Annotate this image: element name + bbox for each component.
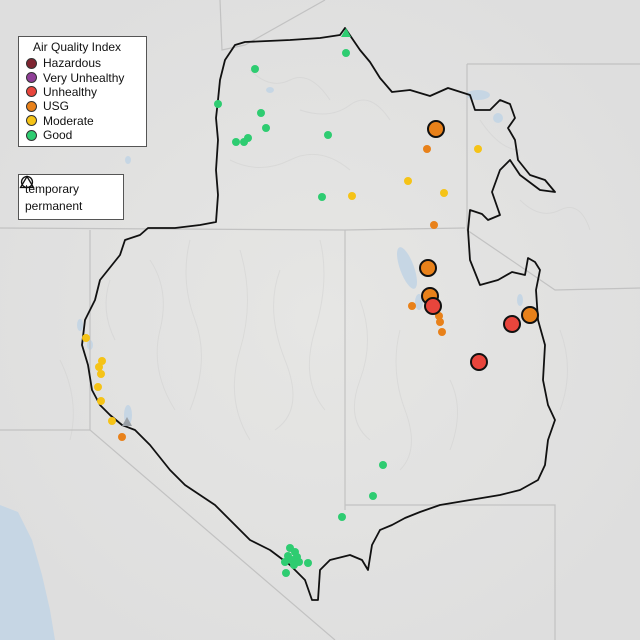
monitor-marker-good[interactable] xyxy=(262,124,270,132)
monitor-marker-unhealthy[interactable] xyxy=(424,297,442,315)
legend-item-temporary: temporary xyxy=(20,175,117,197)
monitor-marker-moderate[interactable] xyxy=(440,189,448,197)
legend-label-temporary: temporary xyxy=(25,181,80,196)
monitor-marker-good[interactable] xyxy=(232,138,240,146)
monitor-marker-usg[interactable] xyxy=(427,120,445,138)
legend-swatch xyxy=(26,129,37,141)
legend-title: Air Quality Index xyxy=(33,40,122,54)
legend-item-good: Good xyxy=(25,128,140,142)
monitor-marker-usg[interactable] xyxy=(118,433,126,441)
monitor-marker-moderate[interactable] xyxy=(348,192,356,200)
legend-item-very-unhealthy: Very Unhealthy xyxy=(25,70,140,85)
monitor-marker-good[interactable] xyxy=(318,193,326,201)
monitor-marker-good[interactable] xyxy=(282,569,290,577)
ocean xyxy=(0,505,55,640)
monitor-marker-usg[interactable] xyxy=(438,328,446,336)
monitor-marker-good[interactable] xyxy=(290,561,298,569)
monitor-marker-good[interactable] xyxy=(257,109,265,117)
legend-label: Very Unhealthy xyxy=(43,70,125,85)
monitor-marker-good[interactable] xyxy=(214,100,222,108)
permanent-monitor-marker[interactable] xyxy=(122,417,132,426)
triangle-icon xyxy=(19,175,35,189)
monitor-marker-good[interactable] xyxy=(369,492,377,500)
permanent-monitor-marker[interactable] xyxy=(341,28,351,37)
legend-item-hazardous: Hazardous xyxy=(25,56,140,70)
monitor-marker-usg[interactable] xyxy=(430,221,438,229)
monitor-marker-moderate[interactable] xyxy=(474,145,482,153)
legend-swatch xyxy=(26,57,37,69)
legend-item-moderate: Moderate xyxy=(25,114,140,128)
monitor-marker-moderate[interactable] xyxy=(97,397,105,405)
aqi-legend: Air Quality Index Hazardous Very Unhealth… xyxy=(18,36,147,148)
monitor-marker-moderate[interactable] xyxy=(98,357,106,365)
monitor-marker-good[interactable] xyxy=(379,461,387,469)
monitor-marker-usg[interactable] xyxy=(423,145,431,153)
lakes xyxy=(77,87,523,425)
monitor-marker-usg[interactable] xyxy=(419,259,437,277)
monitor-type-legend: temporary permanent xyxy=(18,174,124,220)
monitor-marker-usg[interactable] xyxy=(408,302,416,310)
monitor-marker-unhealthy[interactable] xyxy=(503,315,521,333)
legend-swatch xyxy=(26,86,37,98)
legend-label: Moderate xyxy=(43,113,94,128)
legend-label: Hazardous xyxy=(43,56,102,71)
monitor-marker-moderate[interactable] xyxy=(404,177,412,185)
monitor-marker-usg[interactable] xyxy=(521,306,539,324)
legend-label-permanent: permanent xyxy=(25,198,83,213)
legend-swatch xyxy=(26,72,37,84)
monitor-marker-good[interactable] xyxy=(281,558,289,566)
monitor-marker-good[interactable] xyxy=(240,138,248,146)
terrain-relief xyxy=(59,69,591,471)
monitor-marker-moderate[interactable] xyxy=(108,417,116,425)
monitor-marker-moderate[interactable] xyxy=(95,363,103,371)
legend-label: USG xyxy=(43,99,70,114)
monitor-marker-moderate[interactable] xyxy=(97,370,105,378)
monitor-marker-moderate[interactable] xyxy=(82,334,90,342)
legend-swatch xyxy=(26,100,37,112)
legend-item-unhealthy: Unhealthy xyxy=(25,85,140,99)
monitor-marker-good[interactable] xyxy=(342,49,350,57)
monitor-marker-moderate[interactable] xyxy=(94,383,102,391)
monitor-marker-good[interactable] xyxy=(251,65,259,73)
legend-item-permanent: permanent xyxy=(19,175,117,214)
monitor-marker-good[interactable] xyxy=(338,513,346,521)
legend-item-usg: USG xyxy=(25,99,140,113)
legend-label: Unhealthy xyxy=(43,84,98,99)
monitor-marker-unhealthy[interactable] xyxy=(470,353,488,371)
monitor-markers xyxy=(82,28,539,577)
legend-swatch xyxy=(26,115,37,127)
monitor-marker-good[interactable] xyxy=(304,559,312,567)
region-boundary xyxy=(81,27,556,601)
monitor-marker-good[interactable] xyxy=(324,131,332,139)
monitor-marker-usg[interactable] xyxy=(436,318,444,326)
legend-label: Good xyxy=(43,128,73,143)
